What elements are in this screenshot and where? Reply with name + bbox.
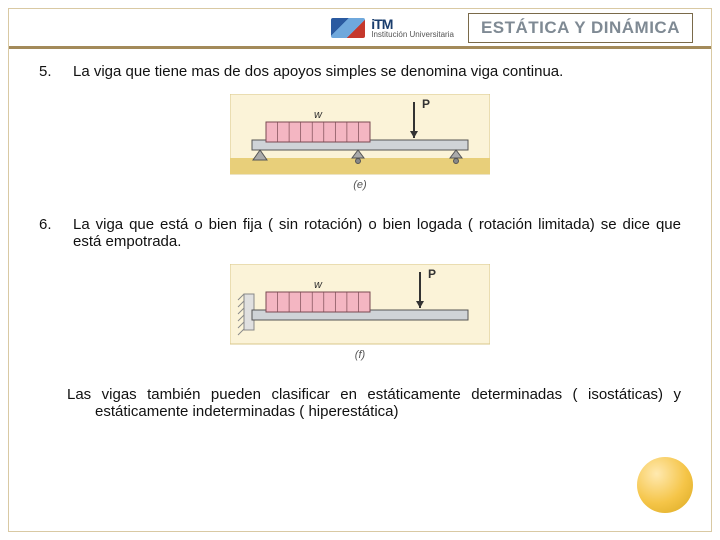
logo-text: iTM Institución Universitaria (371, 17, 454, 39)
beam-diagram-f-icon: w P (f) (230, 264, 490, 362)
logo-main: iTM (371, 17, 454, 31)
logo-mark-icon (331, 18, 365, 38)
closing-paragraph: Las vigas también pueden clasificar en e… (39, 386, 681, 420)
list-number: 6. (39, 216, 67, 250)
svg-text:w: w (314, 109, 323, 121)
svg-text:P: P (428, 267, 436, 281)
decorative-circle-icon (637, 457, 693, 513)
svg-text:P: P (422, 97, 430, 111)
figure-e: w P (e) (39, 94, 681, 192)
list-text: La viga que tiene mas de dos apoyos simp… (67, 63, 681, 80)
logo: iTM Institución Universitaria (331, 17, 454, 39)
list-number: 5. (39, 63, 67, 80)
slide-frame: iTM Institución Universitaria ESTÁTICA Y… (8, 8, 712, 532)
logo-sub: Institución Universitaria (371, 31, 454, 39)
header: iTM Institución Universitaria ESTÁTICA Y… (9, 9, 711, 47)
page-title: ESTÁTICA Y DINÁMICA (468, 13, 693, 43)
svg-text:w: w (314, 279, 323, 291)
list-item: 5. La viga que tiene mas de dos apoyos s… (39, 63, 681, 80)
list-text: La viga que está o bien fija ( sin rotac… (67, 216, 681, 250)
svg-text:(f): (f) (355, 349, 366, 361)
beam-diagram-e-icon: w P (e) (230, 94, 490, 192)
content: 5. La viga que tiene mas de dos apoyos s… (39, 63, 681, 420)
list-item: 6. La viga que está o bien fija ( sin ro… (39, 216, 681, 250)
figure-f: w P (f) (39, 264, 681, 362)
svg-text:(e): (e) (353, 179, 367, 191)
